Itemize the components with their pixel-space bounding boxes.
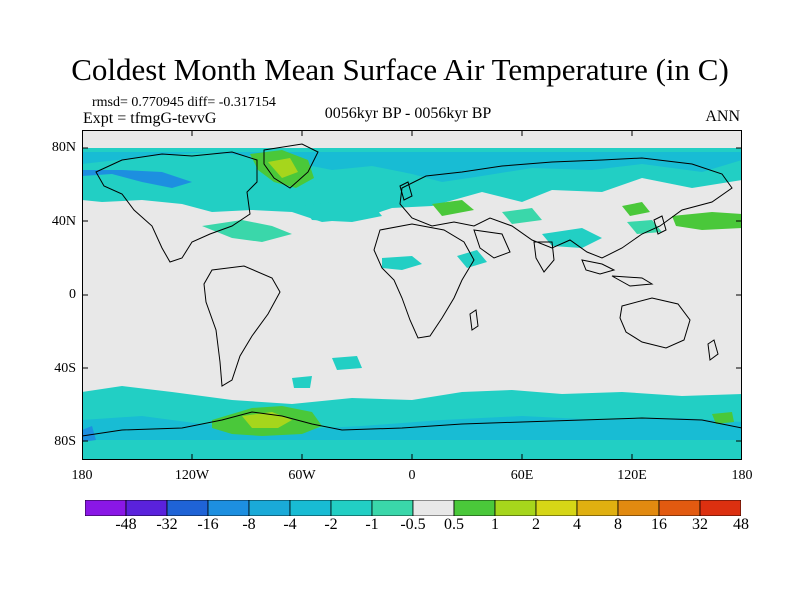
colorbar-label: 2 <box>532 516 540 533</box>
lon-label-180e: 180 <box>731 468 753 483</box>
colorbar-cell <box>658 500 701 516</box>
lon-label-120e: 120E <box>617 468 647 483</box>
lat-label-40s: 40S <box>54 361 76 376</box>
period-label: 0056kyr BP - 0056kyr BP <box>324 105 492 122</box>
colorbar-label: -0.5 <box>400 516 426 533</box>
warm-anomaly-regions <box>212 150 742 436</box>
colorbar-cell <box>248 500 291 516</box>
experiment-label: Expt = tfmgG-tevvG <box>83 110 217 127</box>
colorbar-cell <box>85 500 127 516</box>
colorbar-cell <box>453 500 496 516</box>
colorbar-cell <box>207 500 250 516</box>
axis-ticks <box>82 130 742 460</box>
colorbar-label: -16 <box>197 516 219 533</box>
colorbar-cell <box>330 500 373 516</box>
lat-label-80s: 80S <box>54 434 76 449</box>
colorbar-cell <box>617 500 660 516</box>
lon-label-60e: 60E <box>510 468 534 483</box>
colorbar-label: -1 <box>365 516 379 533</box>
anomaly-map <box>82 130 742 460</box>
colorbar-cell <box>125 500 168 516</box>
colorbar-label: 0.5 <box>444 516 464 533</box>
colorbar-label: -8 <box>242 516 256 533</box>
plot-title: Coldest Month Mean Surface Air Temperatu… <box>71 52 729 87</box>
colorbar-label: -32 <box>156 516 178 533</box>
colorbar-cell <box>535 500 578 516</box>
season-label: ANN <box>705 108 740 125</box>
colorbar-label: 48 <box>733 516 749 533</box>
colorbar-label: 16 <box>651 516 667 533</box>
colorbar-cell <box>371 500 414 516</box>
colorbar <box>85 500 741 516</box>
lat-label-0: 0 <box>69 287 76 302</box>
colorbar-cell <box>412 500 455 516</box>
colorbar-label: -4 <box>283 516 297 533</box>
colorbar-cell <box>289 500 332 516</box>
colorbar-label: 8 <box>614 516 622 533</box>
colorbar-cell <box>576 500 619 516</box>
colorbar-label: 1 <box>491 516 499 533</box>
colorbar-label: -48 <box>115 516 137 533</box>
lon-label-180w: 180 <box>71 468 93 483</box>
lat-label-80n: 80N <box>51 140 76 155</box>
coastlines <box>82 143 742 437</box>
lon-label-120w: 120W <box>174 468 210 483</box>
colorbar-label: 32 <box>692 516 708 533</box>
lon-label-60w: 60W <box>288 468 316 483</box>
lon-label-0: 0 <box>408 468 416 483</box>
colorbar-cell <box>699 500 741 516</box>
cool-anomaly-regions <box>82 148 742 460</box>
lat-label-40n: 40N <box>51 214 76 229</box>
colorbar-label: -2 <box>324 516 338 533</box>
colorbar-cell <box>166 500 209 516</box>
stats-text: rmsd= 0.770945 diff= -0.317154 <box>92 95 276 110</box>
colorbar-label: 4 <box>573 516 581 533</box>
colorbar-cell <box>494 500 537 516</box>
